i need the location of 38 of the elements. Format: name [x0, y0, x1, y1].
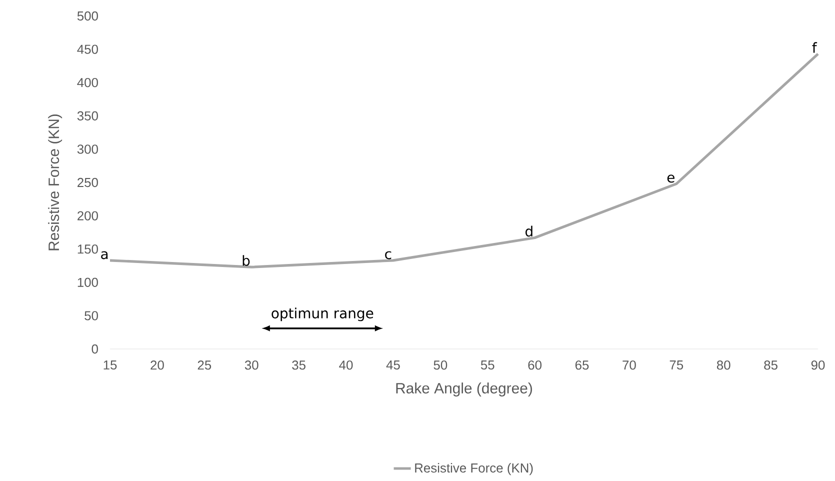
y-tick-label: 350	[77, 111, 98, 120]
x-tick-label: 65	[575, 360, 589, 370]
y-tick-label: 200	[78, 211, 98, 220]
y-axis-title: Resistive Force (KN)	[48, 114, 62, 250]
x-tick-label: 20	[150, 360, 164, 370]
x-tick-label: 15	[104, 360, 117, 370]
y-tick-label: 450	[77, 44, 98, 54]
annotation: f	[812, 42, 818, 53]
y-tick-label: 250	[78, 178, 98, 188]
x-tick-label: 35	[292, 360, 306, 370]
x-axis-title: Rake Angle (degree)	[396, 382, 532, 396]
annotation: optimun range	[272, 308, 374, 322]
y-tick-label: 100	[78, 278, 98, 287]
x-tick-label: 85	[764, 360, 778, 370]
x-tick-label: 90	[811, 360, 825, 370]
y-tick-label: 50	[84, 311, 98, 320]
y-tick-label: 300	[77, 144, 98, 154]
y-tick-label: 0	[92, 344, 98, 354]
annotation: b	[242, 255, 250, 266]
x-tick-label: 45	[386, 360, 400, 370]
y-tick-label: 150	[78, 244, 98, 254]
line-series	[108, 52, 820, 268]
x-tick-label: 30	[244, 360, 258, 370]
x-tick-label: 25	[198, 360, 212, 370]
x-tick-label: 55	[480, 360, 494, 370]
x-tick-label: 80	[716, 360, 730, 370]
x-tick-label: 70	[622, 360, 636, 370]
x-tick-label: 50	[434, 360, 448, 370]
x-tick-label: 75	[670, 360, 684, 370]
annotation: d	[526, 226, 532, 237]
annotation: c	[385, 251, 392, 260]
y-tick-label: 400	[77, 78, 98, 88]
y-tick-label: 500	[77, 11, 98, 21]
legend-label: Resistive Force (KN)	[415, 463, 533, 476]
annotation: a	[101, 251, 108, 260]
x-tick-label: 40	[339, 360, 353, 370]
x-tick-label: 60	[528, 360, 542, 370]
annotation: e	[667, 174, 674, 183]
